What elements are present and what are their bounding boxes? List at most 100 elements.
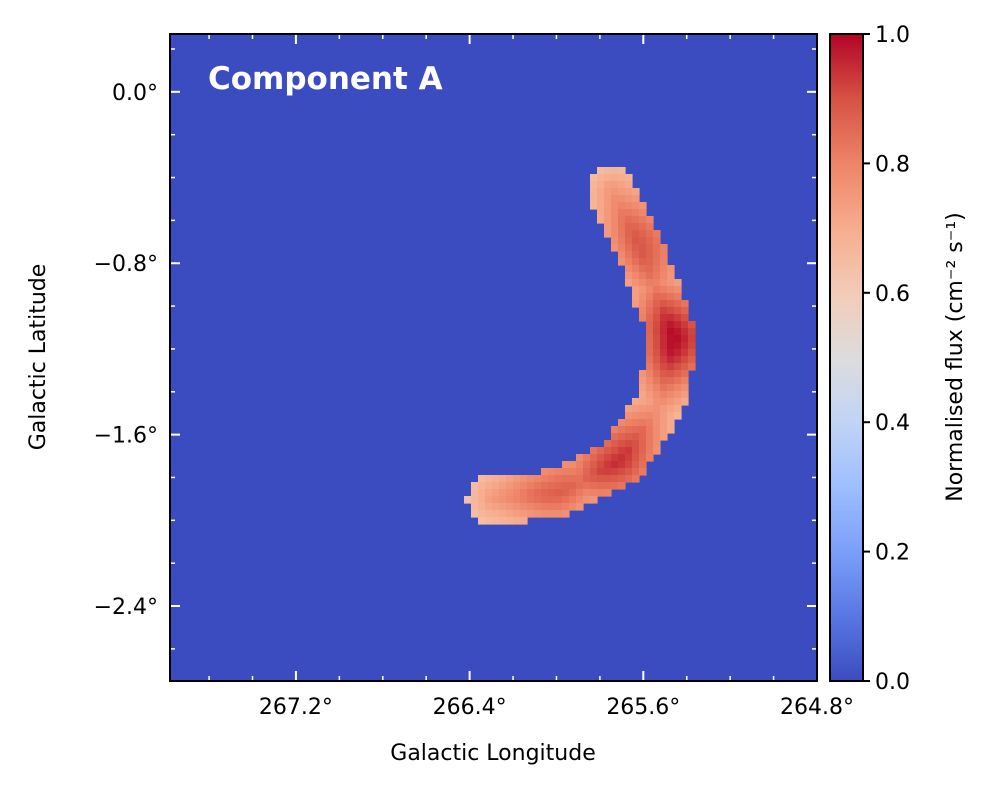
heatmap-cell [660, 405, 668, 413]
heatmap-cell [625, 419, 633, 427]
heatmap-cell [646, 377, 654, 385]
heatmap-cell [618, 251, 626, 259]
heatmap-cell [597, 468, 605, 476]
heatmap-cell [681, 398, 689, 406]
heatmap-cell [646, 321, 654, 329]
heatmap-cell [667, 314, 675, 322]
heatmap-cell [667, 272, 675, 280]
heatmap-cell [513, 503, 521, 511]
heatmap-cell [639, 461, 647, 469]
heatmap-cell [632, 272, 640, 280]
heatmap-cell [604, 216, 612, 224]
heatmap-cell [576, 454, 584, 462]
heatmap-cell [625, 223, 633, 231]
heatmap-cell [611, 181, 619, 189]
heatmap-cell [590, 482, 598, 490]
heatmap-cell [478, 496, 486, 504]
heatmap-cell [632, 202, 640, 210]
heatmap-cell [527, 496, 535, 504]
heatmap-cell [653, 230, 661, 238]
heatmap-cell [639, 384, 647, 392]
heatmap-cell [667, 391, 675, 399]
heatmap-cell [597, 181, 605, 189]
heatmap-cell [660, 300, 668, 308]
heatmap-cell [646, 363, 654, 371]
plot-background [170, 34, 817, 681]
heatmap-cell [632, 293, 640, 301]
heatmap-cell [506, 517, 514, 525]
heatmap-cell [625, 216, 633, 224]
heatmap-cell [471, 496, 479, 504]
heatmap-cell [688, 342, 696, 350]
heatmap-cell [681, 356, 689, 364]
heatmap-cell [646, 258, 654, 266]
heatmap-cell [632, 419, 640, 427]
heatmap-cell [527, 482, 535, 490]
colorbar [829, 33, 864, 682]
heatmap-cell [646, 433, 654, 441]
heatmap-cell [646, 391, 654, 399]
heatmap-cell [604, 468, 612, 476]
heatmap-cell [604, 223, 612, 231]
heatmap-cell [583, 461, 591, 469]
heatmap-cell [590, 188, 598, 196]
heatmap-cell [653, 370, 661, 378]
heatmap-cell [667, 265, 675, 273]
heatmap-cell [625, 440, 633, 448]
heatmap-cell [625, 209, 633, 217]
heatmap-cell [653, 300, 661, 308]
heatmap-cell [506, 496, 514, 504]
heatmap-cell [681, 349, 689, 357]
heatmap-cell [513, 496, 521, 504]
heatmap-cell [604, 489, 612, 497]
heatmap-cell [660, 272, 668, 280]
heatmap-cell [590, 496, 598, 504]
heatmap-cell [674, 293, 682, 301]
heatmap-cell [604, 230, 612, 238]
heatmap-cell [660, 391, 668, 399]
heatmap-cell [583, 454, 591, 462]
heatmap-cell [541, 468, 549, 476]
heatmap-cell [667, 419, 675, 427]
heatmap-cell [492, 510, 500, 518]
heatmap-cell [611, 475, 619, 483]
heatmap-cell [597, 461, 605, 469]
y-tick-label: 0.0° [112, 81, 158, 106]
heatmap-cell [513, 510, 521, 518]
heatmap-cell [646, 251, 654, 259]
heatmap-cell [653, 398, 661, 406]
heatmap-cell [667, 384, 675, 392]
heatmap-cell [590, 174, 598, 182]
heatmap-cell [653, 426, 661, 434]
heatmap-cell [632, 440, 640, 448]
heatmap-cell [646, 307, 654, 315]
heatmap-cell [632, 188, 640, 196]
heatmap-cell [639, 230, 647, 238]
heatmap-cell [646, 244, 654, 252]
heatmap-cell [611, 230, 619, 238]
heatmap-cell [681, 307, 689, 315]
heatmap-cell [646, 398, 654, 406]
heatmap-cell [611, 195, 619, 203]
heatmap-cell [611, 433, 619, 441]
heatmap-cell [646, 300, 654, 308]
heatmap-cell [667, 286, 675, 294]
heatmap-cell [660, 419, 668, 427]
heatmap-cell [625, 244, 633, 252]
heatmap-cell [555, 503, 563, 511]
heatmap-cell [604, 482, 612, 490]
heatmap-cell [632, 237, 640, 245]
heatmap-cell [590, 475, 598, 483]
heatmap-cell [653, 237, 661, 245]
heatmap-cell [562, 482, 570, 490]
heatmap-cell [625, 461, 633, 469]
heatmap-cell [590, 454, 598, 462]
heatmap-cell [541, 475, 549, 483]
heatmap-cell [618, 426, 626, 434]
heatmap-cell [632, 426, 640, 434]
heatmap-cell [660, 335, 668, 343]
heatmap-cell [660, 279, 668, 287]
heatmap-cell [576, 482, 584, 490]
heatmap-cell [632, 461, 640, 469]
heatmap-cell [632, 475, 640, 483]
